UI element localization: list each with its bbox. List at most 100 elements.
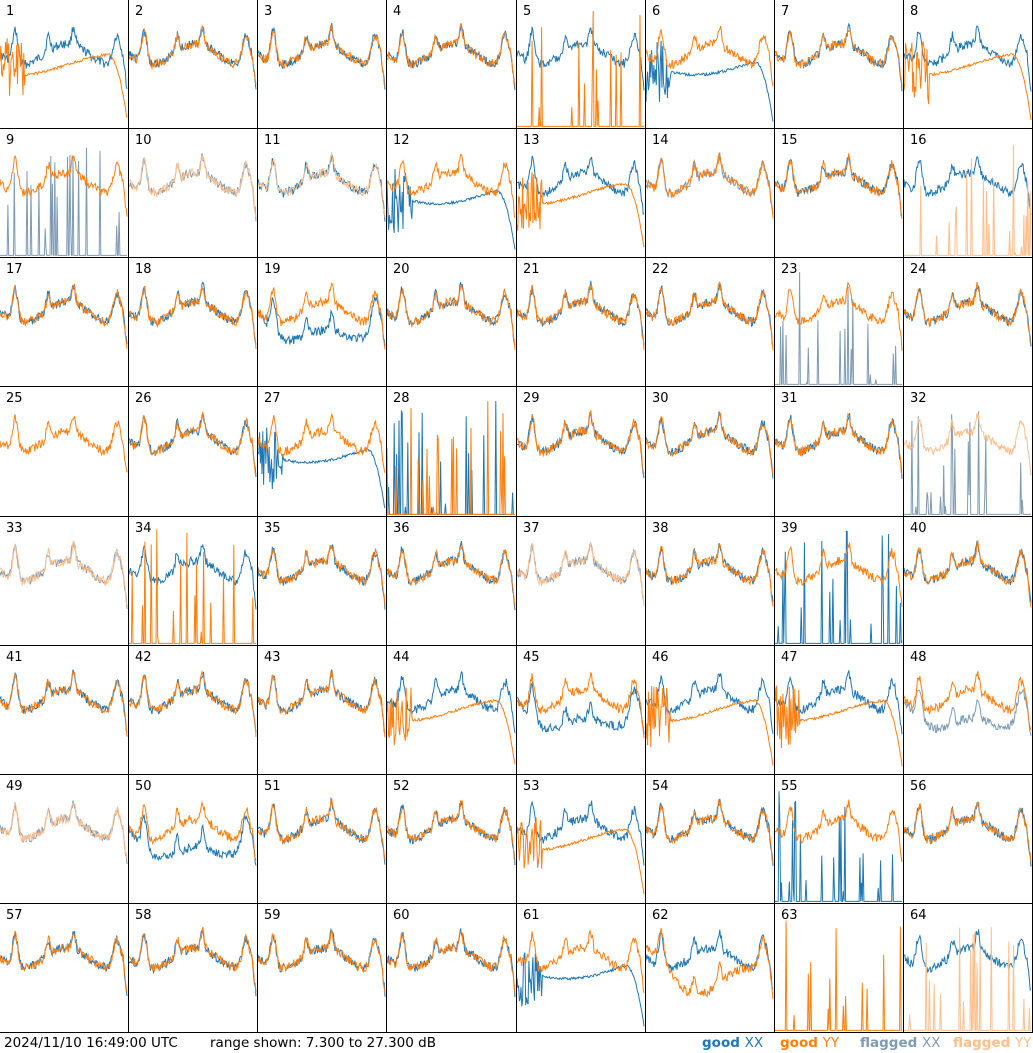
panel-plot	[517, 10, 645, 127]
panel-10: 10	[129, 129, 258, 258]
panel-52: 52	[387, 775, 517, 904]
series-yy	[258, 798, 386, 861]
series-yy	[129, 529, 256, 644]
panel-number: 61	[522, 908, 541, 923]
panel-plot	[517, 155, 645, 248]
panel-plot	[129, 281, 257, 350]
panel-plot	[517, 280, 645, 351]
panel-number: 7	[780, 4, 791, 19]
series-yy	[129, 285, 257, 350]
series-xx	[258, 927, 386, 997]
panel-number: 29	[522, 391, 541, 406]
panel-number: 17	[5, 262, 24, 277]
panel-number: 2	[134, 4, 145, 19]
legend-prefix: good	[780, 1035, 818, 1051]
series-xx	[129, 814, 257, 866]
legend-flagged-xx: flagged XX	[860, 1033, 940, 1053]
panel-number: 36	[392, 521, 411, 536]
series-xx	[775, 153, 903, 217]
series-yy	[904, 41, 1032, 120]
panel-54: 54	[646, 775, 775, 904]
series-xx	[129, 153, 257, 222]
panel-plot	[0, 26, 128, 118]
panel-number: 5	[522, 4, 533, 19]
panel-number: 30	[651, 391, 670, 406]
panel-40: 40	[904, 517, 1033, 646]
series-xx	[517, 280, 645, 346]
panel-plot	[646, 152, 774, 219]
panel-plot	[646, 928, 774, 999]
panel-6: 6	[646, 0, 775, 129]
legend-label: YY	[1014, 1035, 1032, 1051]
panel-number: 27	[263, 391, 282, 406]
panel-plot	[387, 400, 515, 515]
legend-prefix: good	[702, 1035, 740, 1051]
panel-plot	[646, 673, 774, 766]
panel-15: 15	[775, 129, 904, 258]
panel-number: 53	[522, 779, 541, 794]
panel-58: 58	[129, 904, 258, 1033]
panel-plot	[904, 411, 1032, 515]
legend-good-xx: good XX	[702, 1033, 763, 1053]
panel-plot	[646, 543, 774, 607]
panel-14: 14	[646, 129, 775, 258]
series-yy	[387, 284, 516, 350]
panel-9: 9	[0, 129, 129, 258]
series-xx	[646, 411, 774, 479]
panel-number: 1	[5, 4, 16, 19]
panel-plot	[387, 800, 516, 866]
series-xx	[387, 670, 516, 734]
series-yy	[904, 927, 1031, 1031]
panel-number: 38	[651, 521, 670, 536]
panel-48: 48	[904, 646, 1033, 775]
panel-number: 54	[651, 779, 670, 794]
series-yy	[646, 152, 774, 219]
series-xx	[904, 688, 1032, 736]
series-xx	[775, 413, 903, 479]
series-xx	[0, 147, 127, 256]
panel-51: 51	[258, 775, 387, 904]
panel-25: 25	[0, 387, 129, 517]
series-yy	[904, 144, 1032, 256]
panel-30: 30	[646, 387, 775, 517]
series-yy	[517, 410, 645, 474]
series-xx	[904, 929, 1032, 991]
series-xx	[258, 544, 386, 610]
series-yy	[0, 671, 128, 737]
series-yy	[387, 23, 516, 86]
panel-21: 21	[517, 258, 646, 387]
panel-20: 20	[387, 258, 517, 387]
series-xx	[129, 671, 257, 733]
panel-plot	[775, 22, 903, 92]
panel-26: 26	[129, 387, 258, 517]
series-yy	[775, 685, 903, 767]
series-yy	[904, 801, 1032, 863]
panel-39: 39	[775, 517, 904, 646]
series-yy	[775, 412, 903, 475]
panel-plot	[904, 144, 1032, 256]
series-yy	[517, 541, 645, 607]
panel-number: 47	[780, 650, 799, 665]
series-xx	[646, 40, 774, 122]
panel-number: 35	[263, 521, 282, 536]
series-xx	[0, 284, 128, 344]
series-yy	[129, 927, 257, 993]
panel-59: 59	[258, 904, 387, 1033]
panel-number: 11	[263, 133, 282, 148]
series-yy	[775, 28, 903, 87]
panel-29: 29	[517, 387, 646, 517]
panel-number: 56	[909, 779, 928, 794]
series-yy	[387, 401, 515, 515]
series-yy	[0, 283, 128, 349]
panel-2: 2	[129, 0, 258, 129]
panel-number: 21	[522, 262, 541, 277]
panel-plot	[0, 539, 128, 609]
panel-33: 33	[0, 517, 129, 646]
panel-34: 34	[129, 517, 258, 646]
series-yy	[387, 543, 516, 606]
panel-plot	[387, 928, 516, 998]
panel-plot	[904, 25, 1032, 120]
panel-61: 61	[517, 904, 646, 1033]
panel-plot	[646, 281, 774, 351]
panel-plot	[387, 540, 516, 611]
